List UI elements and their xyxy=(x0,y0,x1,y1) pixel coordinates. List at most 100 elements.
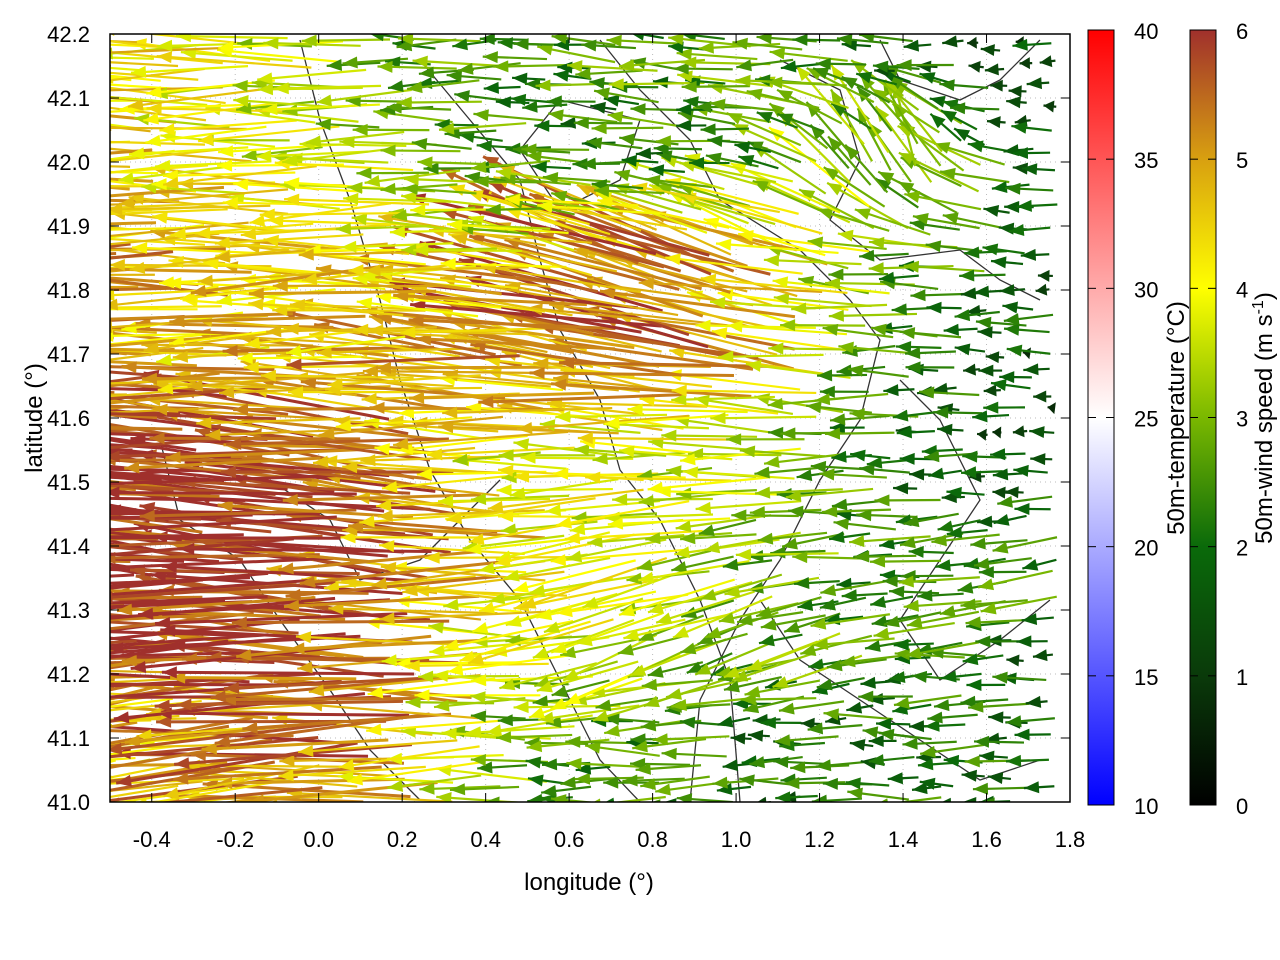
vector-head xyxy=(896,426,912,439)
vector-head xyxy=(980,44,995,57)
vector-shaft xyxy=(110,126,247,131)
wind-vector xyxy=(1014,728,1051,741)
vector-head xyxy=(828,309,844,322)
vector-head xyxy=(671,561,688,573)
vector-shaft xyxy=(428,624,528,640)
vector-head xyxy=(975,635,991,648)
x-tick-label: 1.2 xyxy=(804,827,835,852)
wind-vector xyxy=(757,796,771,802)
vector-head xyxy=(774,734,791,747)
vector-head xyxy=(471,161,487,173)
vector-head xyxy=(129,261,146,274)
wind-vector xyxy=(218,40,344,54)
vector-head xyxy=(556,516,573,529)
vector-head xyxy=(998,222,1015,235)
wind-vector xyxy=(987,772,1012,785)
wind-vector xyxy=(807,236,887,251)
vector-shaft xyxy=(0,681,106,723)
wind-vector xyxy=(110,537,294,557)
wind-vector xyxy=(828,531,871,544)
wind-vector xyxy=(618,578,736,617)
colorbar-tick-label: 10 xyxy=(1134,794,1158,819)
vector-head xyxy=(389,225,406,238)
vector-head xyxy=(81,752,96,764)
wind-vector xyxy=(800,717,821,730)
wind-vector xyxy=(487,488,644,513)
vector-shaft xyxy=(173,743,413,766)
vector-shaft xyxy=(110,536,341,540)
wind-vector xyxy=(110,273,155,276)
vector-shaft xyxy=(402,570,565,594)
vector-head xyxy=(695,319,711,332)
vector-head xyxy=(529,706,546,719)
wind-vector xyxy=(911,782,942,795)
vector-head xyxy=(882,575,898,588)
vector-head xyxy=(159,123,175,136)
vector-shaft xyxy=(338,745,480,769)
wind-vector xyxy=(512,559,636,593)
wind-vector xyxy=(110,557,185,563)
vector-shaft xyxy=(505,592,618,627)
wind-vector xyxy=(593,795,666,802)
vector-head xyxy=(124,734,141,747)
vector-head xyxy=(509,487,526,500)
wind-vector xyxy=(546,95,596,108)
vector-head xyxy=(986,116,1001,129)
vector-head xyxy=(341,240,357,253)
vector-shaft xyxy=(110,381,227,398)
vector-head xyxy=(446,70,463,83)
vector-shaft xyxy=(580,440,710,456)
vector-head xyxy=(145,707,162,720)
wind-vector xyxy=(440,257,567,270)
wind-vector xyxy=(285,574,499,601)
wind-vector xyxy=(272,304,426,317)
vector-head xyxy=(960,695,976,708)
vector-shaft xyxy=(553,472,686,479)
vector-head xyxy=(698,41,714,54)
vector-shaft xyxy=(141,804,297,807)
colorbar-tick-label: 15 xyxy=(1134,665,1158,690)
vector-head xyxy=(960,287,977,300)
wind-vector xyxy=(110,681,174,700)
wind-vector xyxy=(841,39,871,52)
vector-head xyxy=(681,56,697,69)
wind-vector xyxy=(459,620,591,663)
wind-vector xyxy=(924,719,966,732)
vector-head xyxy=(282,104,298,117)
vector-head xyxy=(1025,695,1042,708)
wind-vector xyxy=(376,313,575,355)
vector-shaft xyxy=(110,537,294,557)
wind-vector xyxy=(381,473,521,493)
vector-shaft xyxy=(110,147,227,162)
wind-vector xyxy=(730,732,752,745)
vector-head xyxy=(553,69,570,82)
wind-vector xyxy=(116,596,316,616)
wind-vector xyxy=(977,569,1053,591)
wind-vector xyxy=(473,175,542,188)
vector-head xyxy=(3,717,18,729)
vector-shaft xyxy=(169,314,366,324)
vector-head xyxy=(531,160,547,173)
vector-head xyxy=(941,670,957,683)
vector-shaft xyxy=(392,225,615,291)
vector-shaft xyxy=(503,556,611,580)
vector-shaft xyxy=(110,557,185,563)
vector-shaft xyxy=(401,194,505,209)
x-tick-label: -0.2 xyxy=(216,827,254,852)
vector-shaft xyxy=(671,389,817,395)
vector-shaft xyxy=(459,620,591,662)
vector-head xyxy=(282,493,298,506)
wind-vector xyxy=(760,716,802,729)
vector-shaft xyxy=(400,327,546,334)
vector-shaft xyxy=(116,596,316,613)
vector-head xyxy=(653,142,669,155)
vector-head xyxy=(999,284,1015,297)
wind-vector xyxy=(823,708,893,721)
wind-vector xyxy=(773,756,825,769)
wind-vector xyxy=(348,520,545,540)
vector-shaft xyxy=(437,497,551,503)
vector-shaft xyxy=(446,497,596,522)
vector-shaft xyxy=(149,436,361,441)
vector-shaft xyxy=(711,330,847,352)
y-tick-label: 41.1 xyxy=(47,726,90,751)
